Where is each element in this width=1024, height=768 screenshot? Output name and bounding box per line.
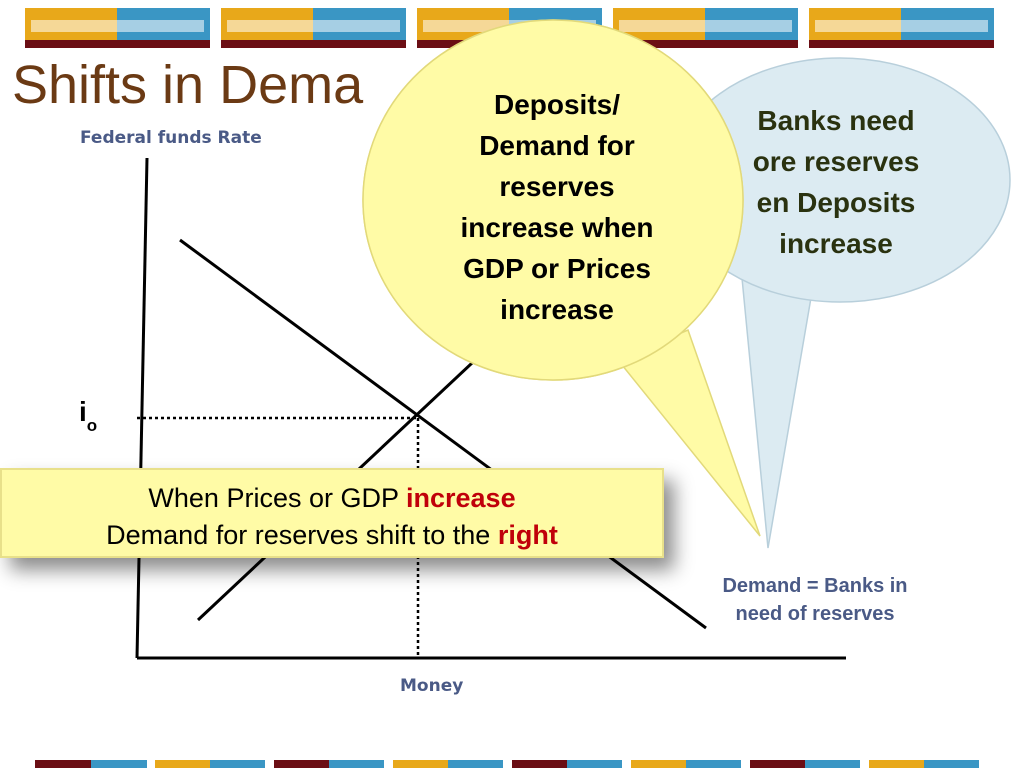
demand-curve [179, 238, 707, 630]
equilibrium-rate-label: io [79, 396, 97, 435]
y-axis [135, 157, 149, 659]
demand-label-line: need of reserves [735, 603, 895, 625]
x-axis-label: Money [400, 676, 464, 696]
callout-deposits-line: Demand for [479, 130, 635, 161]
callout-deposits-line: increase [500, 294, 614, 325]
band-block [809, 8, 994, 48]
info-banner-text: When Prices or GDP [148, 483, 406, 513]
callout-deposits-line: Deposits/ [493, 89, 621, 120]
band-block [25, 8, 210, 48]
info-banner-highlight: increase [406, 483, 516, 513]
demand-curve-label: Demand = Banks in need of reserves [690, 572, 940, 628]
equilibrium-rate-symbol: i [79, 396, 87, 427]
equilibrium-rate-subscript: o [86, 416, 98, 435]
callout-banks-line: ore reserves [752, 146, 920, 177]
page-title: Shifts in Dema [12, 55, 364, 115]
info-banner-highlight: right [497, 520, 558, 550]
demand-label-line: Demand = Banks in [722, 575, 908, 597]
callout-banks-line: Banks need [757, 105, 915, 136]
callout-deposits-text: Deposits/ Demand for reserves increase w… [432, 84, 682, 330]
callout-banks-line: increase [779, 228, 893, 259]
info-banner: When Prices or GDP increase Demand for r… [0, 468, 664, 558]
info-banner-line-1: When Prices or GDP increase [2, 480, 662, 517]
info-banner-line-2: Demand for reserves shift to the right [2, 517, 662, 554]
y-axis-label: Federal funds Rate [80, 128, 262, 148]
callout-banks-line: en Deposits [756, 187, 916, 218]
callout-banks-text: Banks need ore reserves en Deposits incr… [716, 100, 956, 264]
callout-deposits-line: increase when [460, 212, 654, 243]
callout-deposits-line: reserves [499, 171, 615, 202]
info-banner-text: Demand for reserves shift to the [106, 520, 498, 550]
footer-decorative-band [0, 760, 1024, 768]
band-block [221, 8, 406, 48]
callout-deposits-line: GDP or Prices [463, 253, 651, 284]
